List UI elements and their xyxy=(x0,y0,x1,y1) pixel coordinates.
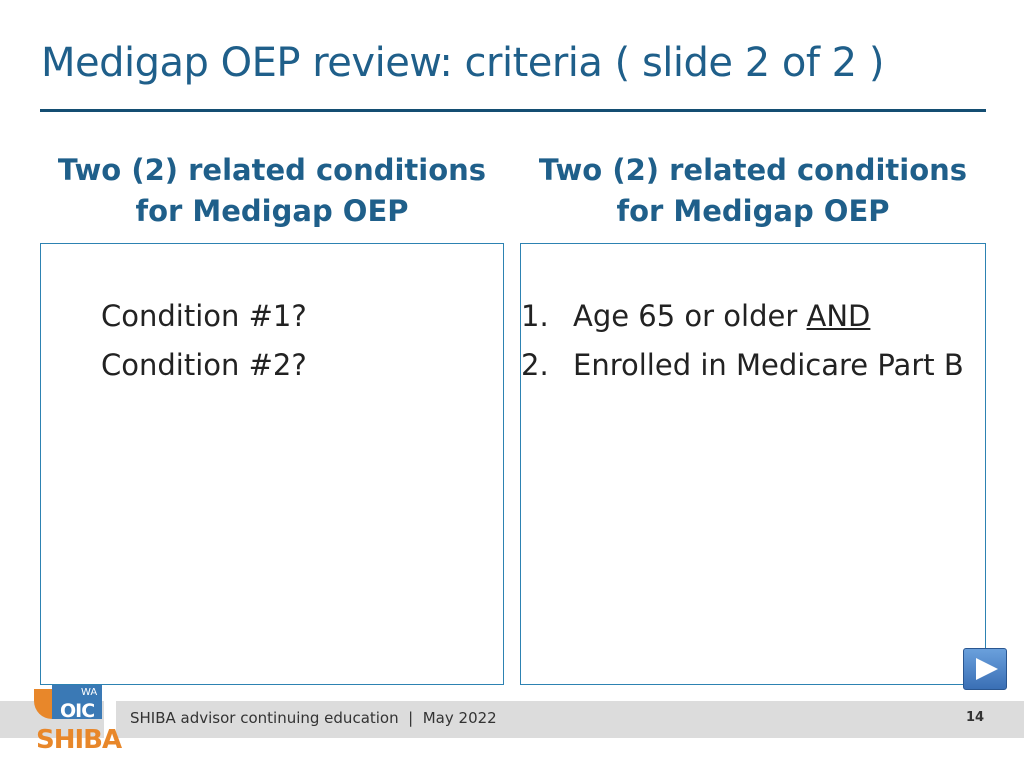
emphasis-and: AND xyxy=(806,299,871,333)
right-heading-line-1: Two (2) related conditions xyxy=(538,153,968,187)
left-heading-line-1: Two (2) related conditions xyxy=(57,153,487,187)
shiba-logo: WA OIC SHIBA xyxy=(30,683,122,763)
title-divider xyxy=(40,109,986,112)
logo-swoosh-icon xyxy=(34,689,56,719)
logo-oic-text: OIC xyxy=(60,700,95,722)
logo-wa-block xyxy=(52,685,102,719)
list-item: 2. Enrolled in Medicare Part B xyxy=(521,341,964,390)
logo-wa-text: WA xyxy=(81,687,98,698)
list-text: Age 65 or older xyxy=(573,299,807,333)
slide-title: Medigap OEP review: criteria ( slide 2 o… xyxy=(41,40,884,86)
footer-gap xyxy=(104,701,116,738)
right-content-box: 1. Age 65 or older AND 2. Enrolled in Medi… xyxy=(520,243,986,685)
footer-text: SHIBA advisor continuing education | May… xyxy=(130,709,497,727)
next-slide-button[interactable] xyxy=(963,648,1007,690)
page-number: 14 xyxy=(966,710,985,725)
list-item: 1. Age 65 or older AND xyxy=(521,292,964,341)
list-number: 1. xyxy=(521,299,549,333)
condition-answer-list: 1. Age 65 or older AND 2. Enrolled in Medi… xyxy=(521,292,964,390)
logo-shiba-text: SHIBA xyxy=(36,725,122,755)
list-item: Condition #1? xyxy=(101,299,307,333)
list-item: Condition #2? xyxy=(101,348,307,382)
list-text: Enrolled in Medicare Part B xyxy=(573,348,964,382)
list-number: 2. xyxy=(521,348,549,382)
right-heading-line-2: for Medigap OEP xyxy=(616,194,890,228)
play-icon xyxy=(976,658,998,680)
condition-question-list: Condition #1? Condition #2? xyxy=(101,292,307,390)
left-content-box: Condition #1? Condition #2? xyxy=(40,243,504,685)
left-heading-line-2: for Medigap OEP xyxy=(135,194,409,228)
right-column-heading: Two (2) related conditions for Medigap O… xyxy=(518,150,988,232)
left-column-heading: Two (2) related conditions for Medigap O… xyxy=(37,150,507,232)
footer-bar xyxy=(0,701,1024,738)
